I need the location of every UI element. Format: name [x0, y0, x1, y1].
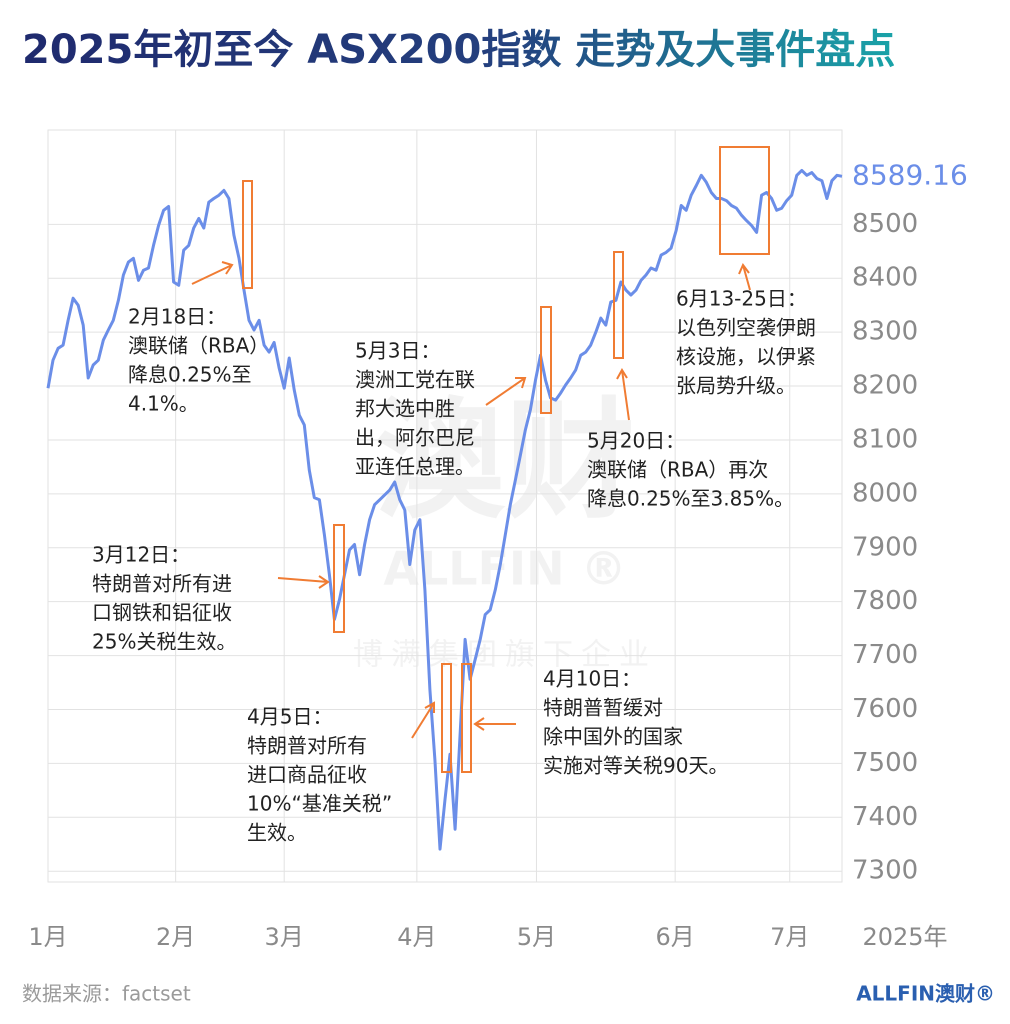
arrows: [191, 261, 751, 739]
arrow: [411, 701, 435, 739]
annotation-line: 实施对等关税90天。: [543, 754, 728, 778]
arrow: [485, 377, 527, 406]
x-tick-label: 6月: [656, 923, 695, 951]
annotation-line: 4.1%。: [128, 392, 199, 416]
arrow: [191, 261, 234, 285]
arrow: [738, 263, 751, 291]
annotation-line: 特朗普对所有进: [92, 572, 232, 596]
event-box: [719, 146, 770, 255]
x-tick-label: 5月: [517, 923, 556, 951]
y-tick-label: 8200: [852, 371, 918, 401]
annotations: 2月18日： 澳联储（RBA） 降息0.25%至 4.1%。 3月12日： 特朗普对所有进…: [92, 287, 816, 845]
x-axis-label: 2025年: [862, 923, 947, 951]
annotation-line: 出，阿尔巴尼: [355, 426, 475, 450]
annotation-line: 降息0.25%至: [128, 363, 252, 387]
arrow: [616, 368, 630, 421]
y-tick-label: 8500: [852, 209, 918, 239]
event-box: [461, 663, 472, 773]
y-tick-label: 7400: [852, 802, 918, 832]
y-tick-label: 7600: [852, 694, 918, 724]
annotation-line: 10%“基准关税”: [247, 792, 392, 816]
y-tick-label: 8400: [852, 263, 918, 293]
y-tick-label: 7800: [852, 586, 918, 616]
annotation-line: 4月10日：: [543, 667, 641, 691]
arrow: [473, 717, 516, 731]
arrow: [277, 575, 330, 589]
chart-title: 2025年初至今 ASX200指数 走势及大事件盘点: [22, 27, 895, 73]
x-tick-label: 4月: [397, 923, 436, 951]
y-tick-label: 7700: [852, 640, 918, 670]
y-tick-label: 8300: [852, 317, 918, 347]
annotation-line: 5月20日：: [587, 429, 685, 453]
annotation-line: 口钢铁和铝征收: [92, 601, 232, 625]
event-boxes: [242, 146, 770, 773]
event-box: [333, 524, 345, 633]
source: 数据来源：factset: [22, 982, 191, 1006]
x-tick-label: 3月: [265, 923, 304, 951]
annotation-line: 澳联储（RBA）再次: [587, 458, 768, 482]
plot: 8589.16: [46, 158, 968, 851]
annotation-line: 澳洲工党在联: [355, 368, 475, 392]
footer-logo: ALLFIN澳财®: [856, 982, 995, 1006]
annotation-line: 特朗普对所有: [247, 734, 367, 758]
event-box: [441, 663, 452, 773]
y-tick-label: 7300: [852, 856, 918, 886]
annotation-line: 降息0.25%至3.85%。: [587, 487, 794, 511]
annotation-line: 特朗普暂缓对: [543, 696, 663, 720]
annotation-line: 生效。: [247, 821, 307, 845]
x-tick-label: 2月: [156, 923, 195, 951]
watermark-logo: 澳财: [375, 385, 635, 537]
y-tick-label: 8000: [852, 478, 918, 508]
y-tick-label: 7500: [852, 748, 918, 778]
x-tick-label: 7月: [770, 923, 809, 951]
annotation-line: 亚连任总理。: [355, 455, 475, 479]
annotation-line: 5月3日：: [355, 339, 440, 363]
event-box: [242, 180, 253, 289]
annotation-line: 6月13-25日：: [676, 287, 807, 311]
annotation-line: 25%关税生效。: [92, 630, 236, 654]
y-tick-label: 8100: [852, 424, 918, 454]
annotation-line: 4月5日：: [247, 705, 332, 729]
line: [46, 168, 843, 851]
last-value-label: 8589.16: [852, 158, 968, 191]
annotation-line: 3月12日：: [92, 543, 190, 567]
grid: 7300 7400 7500 7600 7700 7800 7900 8000 8100 8200…: [28, 129, 948, 951]
annotation-line: 核设施，以伊紧: [676, 345, 816, 369]
annotation-line: 邦大选中胜: [355, 397, 455, 421]
watermark: 澳财 ALLFIN ® 博满集团旗下企业: [353, 385, 657, 673]
event-box: [613, 251, 624, 359]
event-box: [540, 306, 552, 414]
watermark-tagline: 博满集团旗下企业: [353, 638, 657, 673]
annotation-line: 进口商品征收: [247, 763, 367, 787]
annotation-line: 以色列空袭伊朗: [676, 316, 816, 340]
annotation-line: 张局势升级。: [676, 374, 796, 398]
y-tick-label: 7900: [852, 532, 918, 562]
annotation-line: 澳联储（RBA）: [128, 334, 269, 358]
watermark-brand: ALLFIN ®: [383, 542, 626, 596]
x-tick-label: 1月: [28, 923, 67, 951]
annotation-line: 除中国外的国家: [543, 725, 683, 749]
annotation-line: 2月18日：: [128, 305, 226, 329]
